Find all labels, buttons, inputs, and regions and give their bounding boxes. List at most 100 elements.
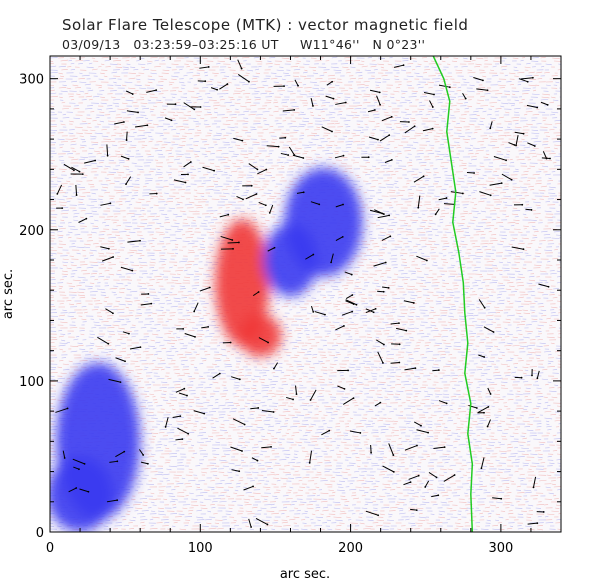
texture-stroke xyxy=(50,345,56,348)
texture-stroke xyxy=(153,90,162,93)
texture-stroke xyxy=(252,161,258,164)
texture-stroke xyxy=(427,215,433,218)
texture-stroke xyxy=(104,305,112,308)
texture-stroke xyxy=(114,180,120,183)
texture-stroke xyxy=(141,144,148,146)
texture-stroke xyxy=(148,345,155,347)
texture-stroke xyxy=(468,123,475,126)
texture-stroke xyxy=(411,90,418,93)
texture-stroke xyxy=(91,141,99,143)
texture-stroke xyxy=(239,69,245,72)
texture-stroke xyxy=(66,200,71,203)
texture-stroke xyxy=(186,171,193,173)
texture-stroke xyxy=(122,176,127,179)
texture-stroke xyxy=(180,195,185,198)
texture-stroke xyxy=(344,123,349,126)
texture-stroke xyxy=(126,288,132,291)
texture-stroke xyxy=(471,156,477,158)
texture-stroke xyxy=(182,119,189,122)
texture-stroke xyxy=(317,114,321,116)
texture-stroke xyxy=(501,68,507,71)
texture-stroke xyxy=(193,120,199,123)
texture-stroke xyxy=(464,291,469,294)
texture-stroke xyxy=(430,248,435,251)
texture-stroke xyxy=(274,105,279,108)
texture-stroke xyxy=(535,204,541,206)
texture-stroke xyxy=(77,291,85,294)
texture-stroke xyxy=(455,195,462,198)
texture-stroke xyxy=(115,153,123,156)
texture-stroke xyxy=(131,101,138,104)
texture-stroke xyxy=(424,168,430,170)
texture-stroke xyxy=(436,153,445,156)
texture-stroke xyxy=(205,150,211,153)
texture-stroke xyxy=(550,320,556,323)
texture-stroke xyxy=(478,341,485,344)
texture-stroke xyxy=(183,114,191,116)
texture-stroke xyxy=(156,141,163,143)
texture-stroke xyxy=(389,96,395,98)
texture-stroke xyxy=(332,162,336,164)
texture-stroke xyxy=(328,87,335,89)
texture-stroke xyxy=(250,83,256,86)
texture-stroke xyxy=(98,237,105,240)
texture-stroke xyxy=(440,273,445,275)
texture-stroke xyxy=(365,198,373,200)
texture-stroke xyxy=(424,83,429,86)
texture-stroke xyxy=(131,195,138,197)
texture-stroke xyxy=(374,96,378,99)
texture-stroke xyxy=(424,174,428,176)
texture-stroke xyxy=(440,258,447,261)
texture-stroke xyxy=(149,243,153,245)
texture-stroke xyxy=(184,300,189,302)
texture-stroke xyxy=(276,69,284,72)
texture-stroke xyxy=(394,75,399,77)
texture-stroke xyxy=(205,257,210,260)
texture-stroke xyxy=(270,78,278,80)
texture-stroke xyxy=(485,180,494,182)
texture-stroke xyxy=(194,198,202,201)
texture-stroke xyxy=(531,312,535,314)
texture-stroke xyxy=(502,213,507,215)
texture-stroke xyxy=(186,318,191,321)
texture-stroke xyxy=(77,276,86,279)
texture-stroke xyxy=(59,279,64,281)
texture-stroke xyxy=(57,138,65,141)
texture-stroke xyxy=(406,288,413,291)
texture-stroke xyxy=(526,62,531,65)
texture-stroke xyxy=(71,158,79,161)
texture-stroke xyxy=(113,128,117,131)
texture-stroke xyxy=(120,342,126,344)
texture-stroke xyxy=(179,285,185,287)
texture-stroke xyxy=(185,99,191,101)
texture-stroke xyxy=(402,168,407,171)
texture-stroke xyxy=(130,198,135,200)
texture-stroke xyxy=(94,324,101,326)
texture-stroke xyxy=(258,65,262,68)
texture-stroke xyxy=(531,119,536,122)
texture-stroke xyxy=(455,183,461,186)
texture-stroke xyxy=(90,273,97,275)
texture-stroke xyxy=(489,282,498,284)
texture-stroke xyxy=(542,93,551,96)
texture-stroke xyxy=(332,288,340,291)
texture-stroke xyxy=(400,90,408,92)
texture-stroke xyxy=(501,162,507,165)
texture-stroke xyxy=(468,212,472,215)
texture-stroke xyxy=(125,257,129,260)
texture-stroke xyxy=(488,165,494,168)
texture-stroke xyxy=(159,134,164,137)
texture-stroke xyxy=(505,135,512,137)
texture-stroke xyxy=(168,207,176,210)
texture-stroke xyxy=(227,126,235,128)
texture-stroke xyxy=(59,96,63,98)
texture-stroke xyxy=(209,318,218,321)
texture-stroke xyxy=(477,213,481,215)
texture-stroke xyxy=(556,276,561,278)
texture-stroke xyxy=(80,156,88,158)
texture-stroke xyxy=(230,60,236,63)
texture-stroke xyxy=(310,114,315,116)
texture-stroke xyxy=(504,327,508,330)
texture-stroke xyxy=(497,80,502,83)
texture-stroke xyxy=(432,294,439,297)
